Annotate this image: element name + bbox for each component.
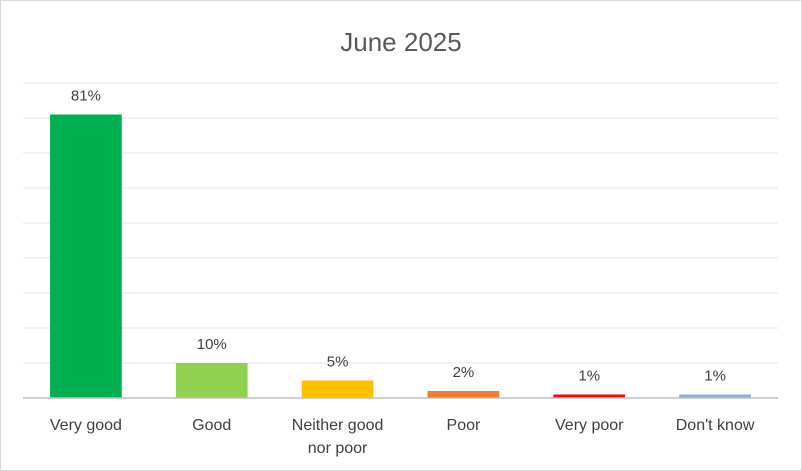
- x-tick-label: Good: [192, 417, 231, 434]
- bar: [427, 391, 500, 398]
- chart-title: June 2025: [340, 27, 461, 57]
- data-label: 10%: [197, 336, 227, 353]
- bar: [679, 394, 751, 398]
- x-tick-label-line: Poor: [447, 417, 481, 434]
- bar: [50, 114, 122, 398]
- x-tick-label: Neither good nor poor: [292, 417, 384, 457]
- data-label: 1%: [578, 368, 600, 385]
- x-tick-label-line: nor poor: [308, 440, 368, 457]
- x-tick-label: Poor: [447, 417, 481, 434]
- x-tick-label: Very poor: [555, 417, 624, 434]
- gridlines: [23, 82, 778, 364]
- bar: [175, 363, 248, 398]
- x-tick-label-line: Very good: [50, 417, 122, 434]
- data-labels: 81% 10% 5% 2% 1% 1%: [71, 88, 726, 385]
- x-tick-label-line: Neither good: [292, 417, 384, 434]
- data-label: 5%: [327, 354, 349, 371]
- data-label: 81%: [71, 88, 101, 105]
- bar: [553, 394, 626, 398]
- data-label: 1%: [704, 368, 726, 385]
- x-tick-label-line: Don't know: [676, 417, 755, 434]
- x-axis-tick-labels: Very good Good Neither good nor poor Poor Ver…: [50, 417, 755, 457]
- x-tick-label: Very good: [50, 417, 122, 434]
- data-label: 2%: [453, 364, 475, 381]
- bars: [50, 114, 751, 398]
- x-tick-label-line: Good: [192, 417, 231, 434]
- x-tick-label-line: Very poor: [555, 417, 624, 434]
- x-tick-label: Don't know: [676, 417, 755, 434]
- bar: [301, 380, 374, 398]
